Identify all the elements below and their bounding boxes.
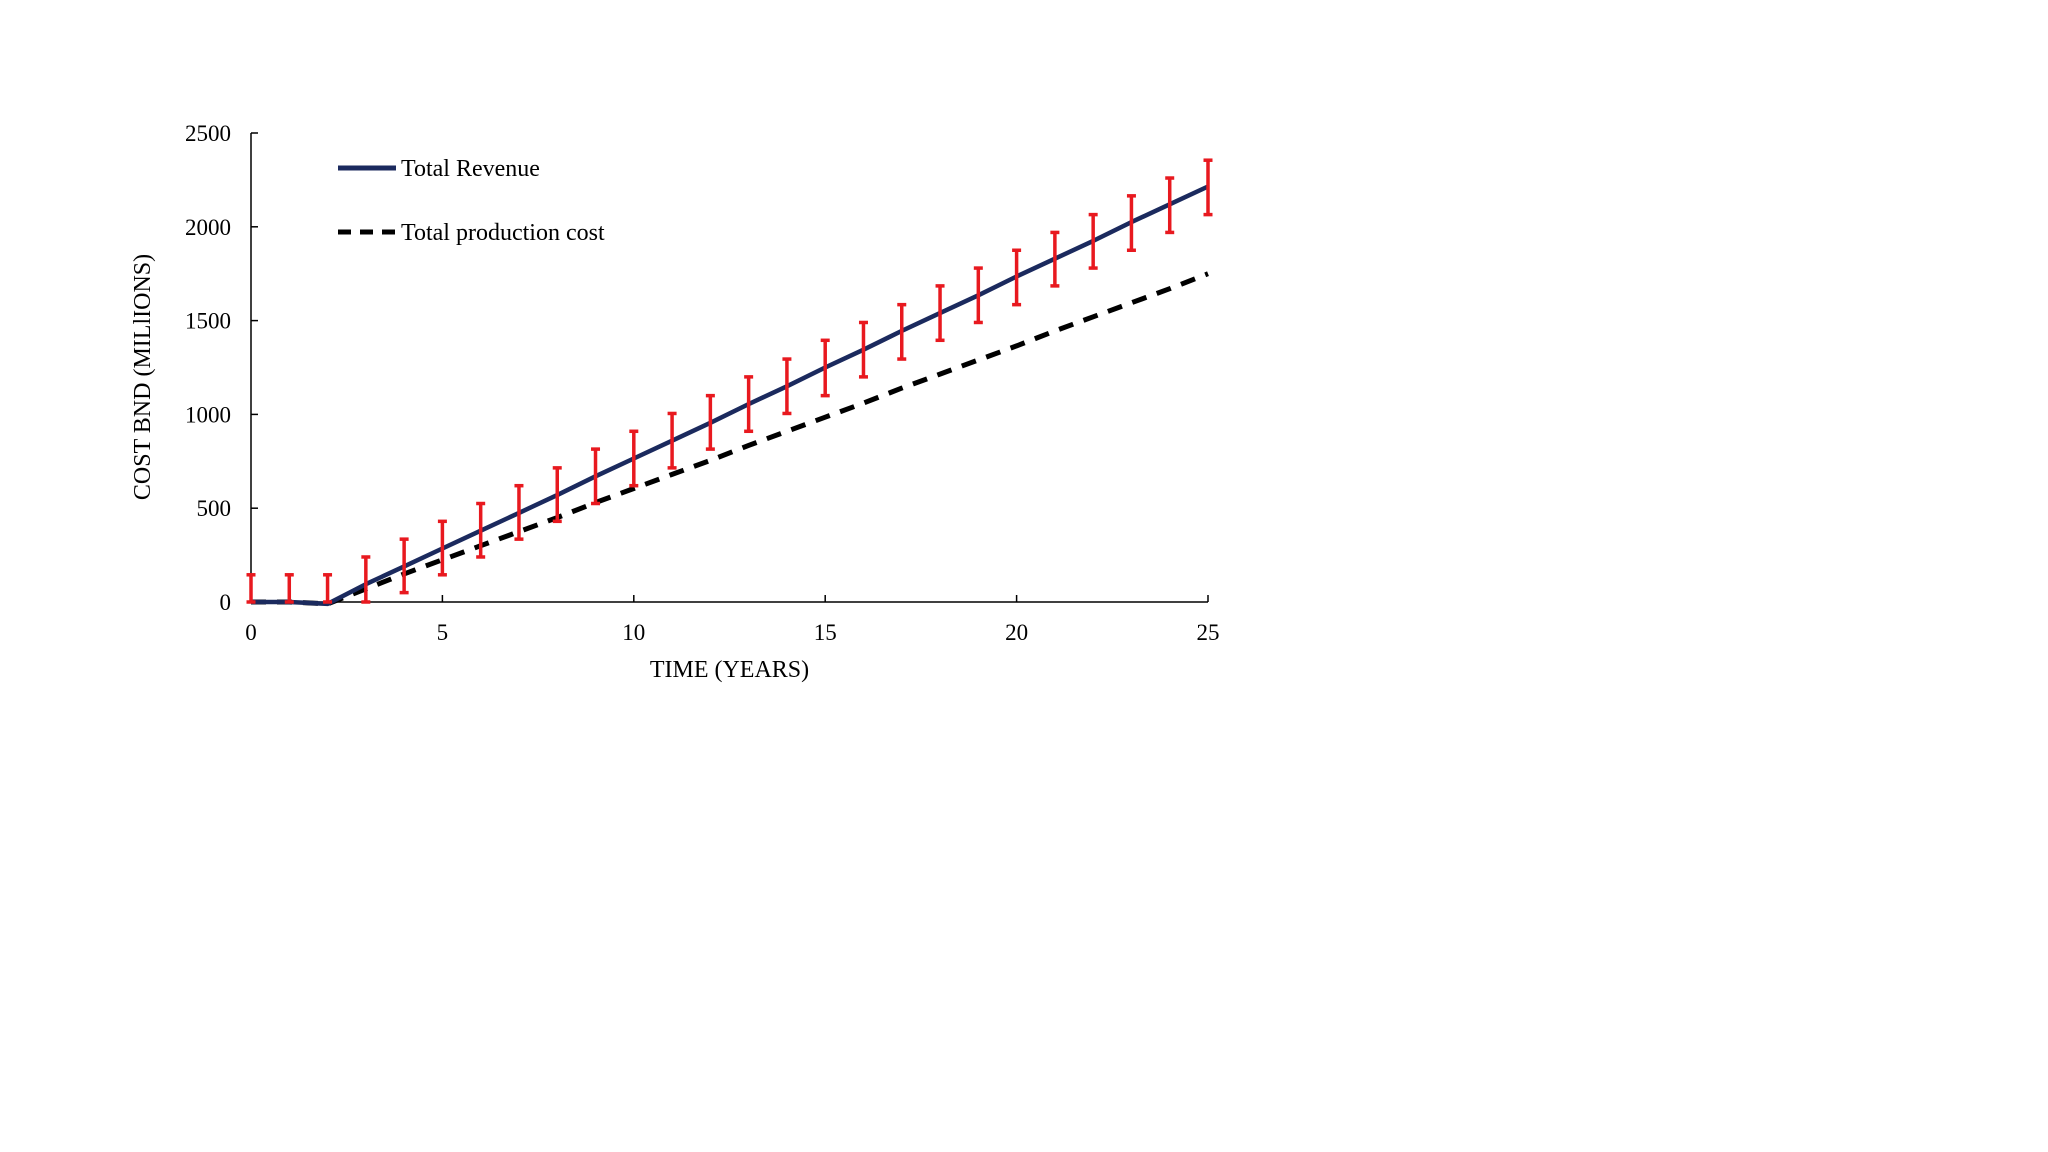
y-tick-label: 500 [197,496,232,521]
error-bar [782,357,792,416]
error-bar [399,537,409,595]
x-axis-title: TIME (YEARS) [650,657,809,683]
error-bar [552,466,562,524]
x-tick-label: 10 [622,620,645,645]
series-layer [251,184,1209,607]
x-tick-label: 0 [245,620,257,645]
x-tick-label: 5 [437,620,449,645]
error-bar [323,573,333,604]
x-tick-label: 15 [814,620,837,645]
legend-label-total-revenue: Total Revenue [401,156,540,182]
y-tick-label: 1500 [185,309,231,334]
legend: Total Revenue Total production cost [338,156,605,246]
legend-label-total-production-cost: Total production cost [401,220,605,246]
error-bar [897,302,907,361]
error-bar [514,483,524,541]
y-axis-title: COST BND (MILlIONS) [130,254,156,500]
y-ticks: 0 500 1000 1500 2000 2500 [185,121,258,615]
series-line-total-production-cost [251,271,1209,607]
x-ticks: 0 5 10 15 20 25 [245,595,1220,645]
error-bar [820,338,830,398]
error-bar [667,411,677,470]
error-bar [935,284,945,343]
error-bar [744,375,754,434]
x-tick-label: 20 [1005,620,1028,645]
y-tick-label: 2000 [185,215,231,240]
error-bar [246,573,256,604]
error-bar [1165,176,1175,235]
error-bar [705,393,715,451]
error-bar [629,429,639,488]
error-bar [1088,212,1098,270]
error-bar [1126,194,1136,252]
error-bar [591,447,601,506]
x-tick-label: 25 [1197,620,1220,645]
error-bar [437,519,447,577]
error-bar [1012,248,1022,307]
y-tick-label: 0 [220,590,232,615]
series-line-total-revenue [251,184,1209,607]
y-tick-label: 1000 [185,402,231,427]
error-bar [858,320,868,379]
y-tick-label: 2500 [185,121,231,146]
axes [250,133,1208,603]
error-bar [284,573,294,604]
error-bar [973,266,983,325]
error-bar [476,501,486,559]
error-bar [361,555,371,604]
error-bar [1203,158,1213,217]
errorbar-layer [246,158,1213,604]
error-bar [1050,230,1060,288]
